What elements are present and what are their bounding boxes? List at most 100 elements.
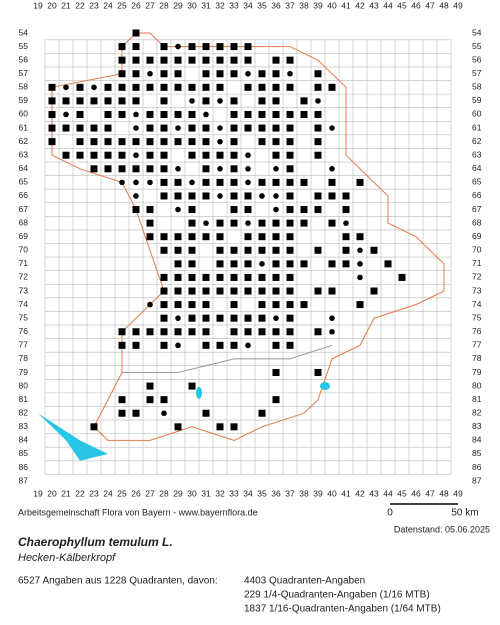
round-dot bbox=[343, 220, 349, 226]
square-dot bbox=[328, 192, 336, 200]
square-dot bbox=[62, 124, 70, 132]
square-dot bbox=[258, 328, 266, 336]
square-dot bbox=[272, 301, 280, 309]
row-label: 59 bbox=[19, 95, 29, 105]
row-label: 56 bbox=[472, 54, 482, 64]
column-label: 35 bbox=[257, 0, 267, 10]
square-dot bbox=[216, 178, 224, 186]
row-label: 73 bbox=[472, 285, 482, 295]
square-dot bbox=[286, 138, 294, 146]
square-dot bbox=[188, 233, 196, 241]
square-dot bbox=[146, 165, 154, 173]
round-dot bbox=[133, 179, 139, 186]
column-label: 34 bbox=[243, 0, 253, 10]
square-dot bbox=[104, 110, 112, 118]
row-label: 84 bbox=[472, 435, 482, 445]
row-label: 80 bbox=[19, 380, 29, 390]
square-dot bbox=[272, 178, 280, 186]
column-label: 28 bbox=[159, 0, 169, 10]
column-label: 36 bbox=[271, 0, 281, 10]
square-dot bbox=[230, 70, 238, 78]
square-dot bbox=[286, 124, 294, 132]
row-label: 75 bbox=[472, 312, 482, 322]
square-dot bbox=[244, 192, 252, 200]
column-label: 38 bbox=[299, 488, 309, 498]
round-dot bbox=[357, 247, 363, 254]
square-dot bbox=[258, 287, 266, 295]
square-dot bbox=[174, 83, 182, 91]
square-dot bbox=[244, 287, 252, 295]
row-label: 87 bbox=[19, 475, 29, 485]
square-dot bbox=[230, 110, 238, 118]
square-dot bbox=[230, 151, 238, 159]
square-dot bbox=[272, 151, 280, 159]
square-dot bbox=[62, 97, 70, 105]
square-dot bbox=[48, 124, 56, 132]
square-dot bbox=[244, 314, 252, 322]
round-dot bbox=[245, 179, 251, 186]
square-dot bbox=[370, 246, 378, 254]
square-dot bbox=[286, 206, 294, 214]
square-dot bbox=[216, 151, 224, 159]
square-dot bbox=[286, 110, 294, 118]
round-dot bbox=[147, 70, 153, 77]
square-dot bbox=[202, 287, 210, 295]
row-label: 82 bbox=[19, 407, 29, 417]
column-label: 21 bbox=[61, 0, 71, 10]
square-dot bbox=[286, 314, 294, 322]
square-dot bbox=[160, 165, 168, 173]
square-dot bbox=[202, 124, 210, 132]
square-dot bbox=[188, 246, 196, 254]
square-dot bbox=[188, 287, 196, 295]
lake bbox=[196, 386, 202, 399]
column-label: 32 bbox=[215, 488, 225, 498]
square-dot bbox=[258, 178, 266, 186]
round-dot bbox=[329, 328, 335, 335]
square-dot bbox=[174, 192, 182, 200]
square-dot bbox=[76, 83, 84, 91]
square-dot bbox=[216, 246, 224, 254]
row-label: 69 bbox=[472, 231, 482, 241]
row-label: 66 bbox=[19, 190, 29, 200]
column-label: 23 bbox=[89, 488, 99, 498]
column-label: 32 bbox=[215, 0, 225, 10]
row-label: 83 bbox=[19, 421, 29, 431]
square-dot bbox=[160, 178, 168, 186]
square-dot bbox=[216, 233, 224, 241]
row-label: 76 bbox=[19, 326, 29, 336]
column-label: 42 bbox=[355, 0, 365, 10]
square-dot bbox=[314, 206, 322, 214]
square-dot bbox=[146, 138, 154, 146]
column-label: 25 bbox=[117, 0, 127, 10]
square-dot bbox=[314, 124, 322, 132]
square-dot bbox=[272, 97, 280, 105]
round-dot bbox=[217, 193, 223, 199]
square-dot bbox=[132, 206, 140, 214]
square-dot bbox=[202, 409, 210, 417]
column-label: 38 bbox=[299, 0, 309, 10]
date: Datenstand: 05.06.2025 bbox=[394, 524, 490, 534]
square-dot bbox=[202, 328, 210, 336]
square-dot bbox=[202, 233, 210, 241]
square-dot bbox=[160, 56, 168, 64]
column-label: 36 bbox=[271, 488, 281, 498]
square-dot bbox=[132, 29, 140, 37]
square-dot bbox=[160, 246, 168, 254]
square-dot bbox=[258, 110, 266, 118]
square-dot bbox=[188, 192, 196, 200]
square-dot bbox=[188, 314, 196, 322]
column-label: 39 bbox=[313, 0, 323, 10]
square-dot bbox=[160, 192, 168, 200]
square-dot bbox=[286, 287, 294, 295]
square-dot bbox=[104, 124, 112, 132]
square-dot bbox=[202, 43, 210, 51]
square-dot bbox=[300, 97, 308, 105]
square-dot bbox=[62, 151, 70, 159]
square-dot bbox=[104, 165, 112, 173]
column-label: 30 bbox=[187, 488, 197, 498]
round-dot bbox=[147, 179, 153, 186]
column-label: 31 bbox=[201, 488, 211, 498]
square-dot bbox=[286, 273, 294, 281]
square-dot bbox=[174, 138, 182, 146]
square-dot bbox=[188, 56, 196, 64]
